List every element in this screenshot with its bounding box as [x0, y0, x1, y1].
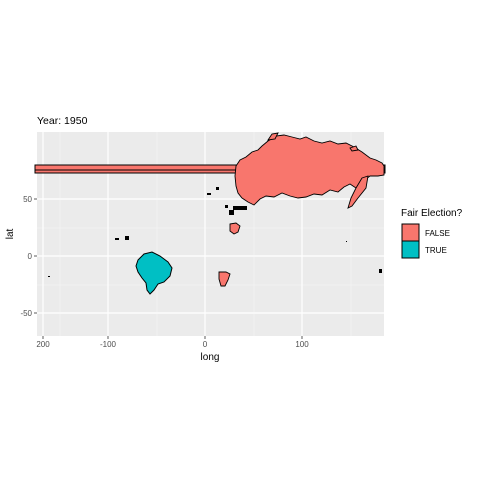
x-tick-label: 200 — [36, 340, 50, 349]
region-wrap-band — [34, 164, 386, 174]
region-middle-east — [229, 222, 241, 235]
x-tick-label: -100 — [100, 340, 117, 349]
region-arctic-islands-a — [267, 132, 279, 141]
region-southern-africa — [218, 271, 231, 287]
legend-title: Fair Election? — [401, 208, 463, 219]
legend: Fair Election? FALSE TRUE — [401, 208, 463, 259]
map-small-fragments — [48, 187, 382, 277]
legend-key-false — [401, 223, 420, 242]
y-axis: 50 0 -50 — [20, 195, 37, 318]
y-tick-label: 50 — [23, 195, 32, 204]
x-tick-label: 0 — [203, 340, 208, 349]
legend-key-true — [401, 240, 420, 259]
x-axis-title: long — [201, 352, 220, 363]
y-tick-label: 0 — [28, 252, 33, 261]
region-brazil — [135, 251, 173, 295]
chart-title: Year: 1950 — [37, 115, 88, 127]
region-kamchatka — [347, 175, 369, 209]
region-arctic-islands-b — [349, 145, 359, 152]
x-tick-label: 100 — [295, 340, 309, 349]
x-axis: 200 -100 0 100 — [36, 336, 309, 349]
y-tick-label: -50 — [20, 309, 32, 318]
legend-label-false: FALSE — [425, 229, 450, 238]
y-axis-title: lat — [5, 228, 16, 239]
legend-label-true: TRUE — [425, 246, 447, 255]
